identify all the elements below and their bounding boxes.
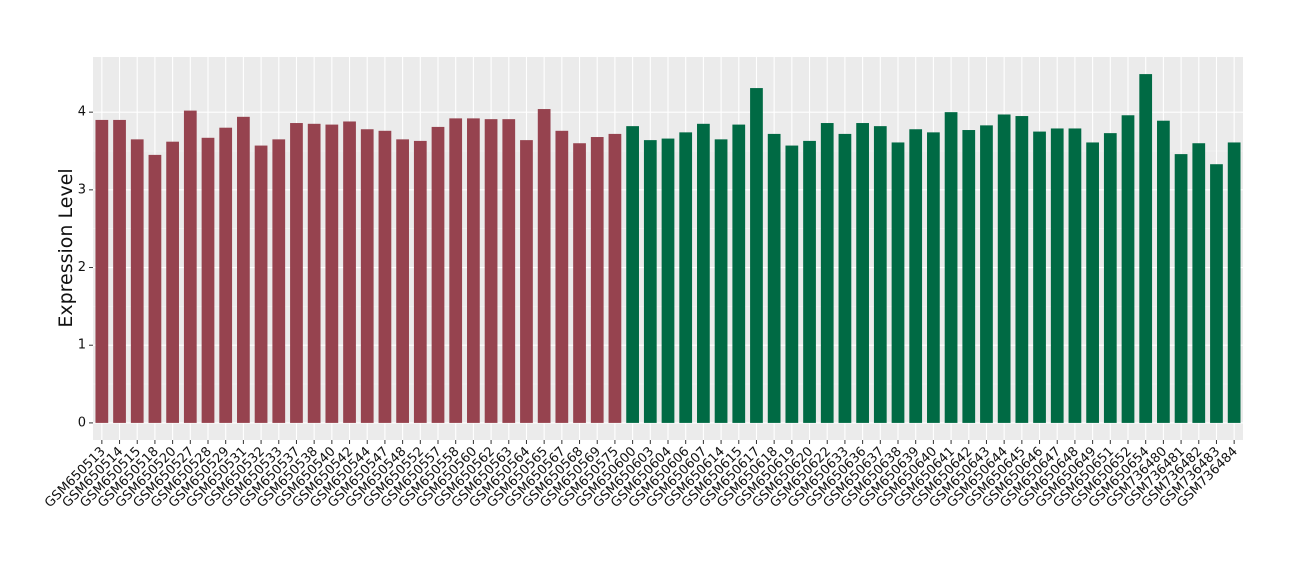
bar <box>1227 142 1241 423</box>
bar <box>413 140 427 423</box>
bar <box>431 126 445 423</box>
bar <box>360 129 374 423</box>
bar <box>467 118 480 423</box>
bar <box>272 139 286 423</box>
bar <box>555 130 569 423</box>
bar <box>130 139 144 423</box>
bar <box>909 129 923 423</box>
bar <box>520 140 533 423</box>
bar <box>484 119 498 423</box>
bar <box>1157 120 1170 423</box>
bar <box>980 125 993 423</box>
bar <box>927 132 940 423</box>
bar <box>679 132 693 423</box>
y-tick-label: 4 <box>78 105 86 120</box>
bar <box>396 139 409 423</box>
bar <box>148 154 162 423</box>
y-tick-label: 0 <box>78 415 86 430</box>
y-tick-label: 2 <box>78 260 86 275</box>
bar <box>113 119 126 423</box>
bar <box>803 140 816 423</box>
bar <box>95 119 109 423</box>
bar <box>856 123 869 423</box>
bar <box>714 139 728 423</box>
bar <box>997 114 1011 423</box>
bar <box>573 143 586 423</box>
bar <box>378 130 392 423</box>
bar <box>343 121 356 423</box>
bar <box>661 138 675 423</box>
bar <box>1068 128 1082 423</box>
y-axis-label: Expression Level <box>55 168 77 327</box>
bar <box>290 123 303 423</box>
bar <box>219 127 233 423</box>
bar <box>1139 74 1153 423</box>
y-tick-label: 3 <box>78 182 86 197</box>
bar <box>590 137 604 423</box>
bar <box>1033 131 1046 423</box>
bar <box>785 145 799 423</box>
bar <box>307 123 321 423</box>
bar <box>732 124 746 423</box>
bar <box>944 112 958 423</box>
bar <box>502 119 516 423</box>
y-tick-label: 1 <box>78 338 86 353</box>
bar <box>608 133 622 423</box>
bar <box>1103 133 1117 423</box>
bar <box>820 123 834 423</box>
bar <box>838 133 852 423</box>
bar <box>325 124 339 423</box>
bar <box>891 142 905 423</box>
bar <box>1192 143 1206 423</box>
bar <box>537 109 551 423</box>
bar <box>643 140 657 423</box>
bar <box>166 141 179 423</box>
bar <box>873 126 887 423</box>
bar <box>697 123 710 423</box>
bar <box>1050 128 1064 423</box>
bar <box>750 88 763 423</box>
bar <box>767 133 781 423</box>
bar <box>1015 116 1029 423</box>
bar <box>449 118 463 423</box>
bar <box>962 130 976 423</box>
bar <box>254 145 268 423</box>
bar <box>1121 115 1135 423</box>
bar <box>237 116 250 423</box>
bar <box>626 126 639 423</box>
bar <box>201 137 215 423</box>
bar <box>183 110 197 423</box>
bar <box>1086 142 1099 423</box>
bar <box>1174 154 1188 423</box>
bar <box>1210 164 1223 423</box>
